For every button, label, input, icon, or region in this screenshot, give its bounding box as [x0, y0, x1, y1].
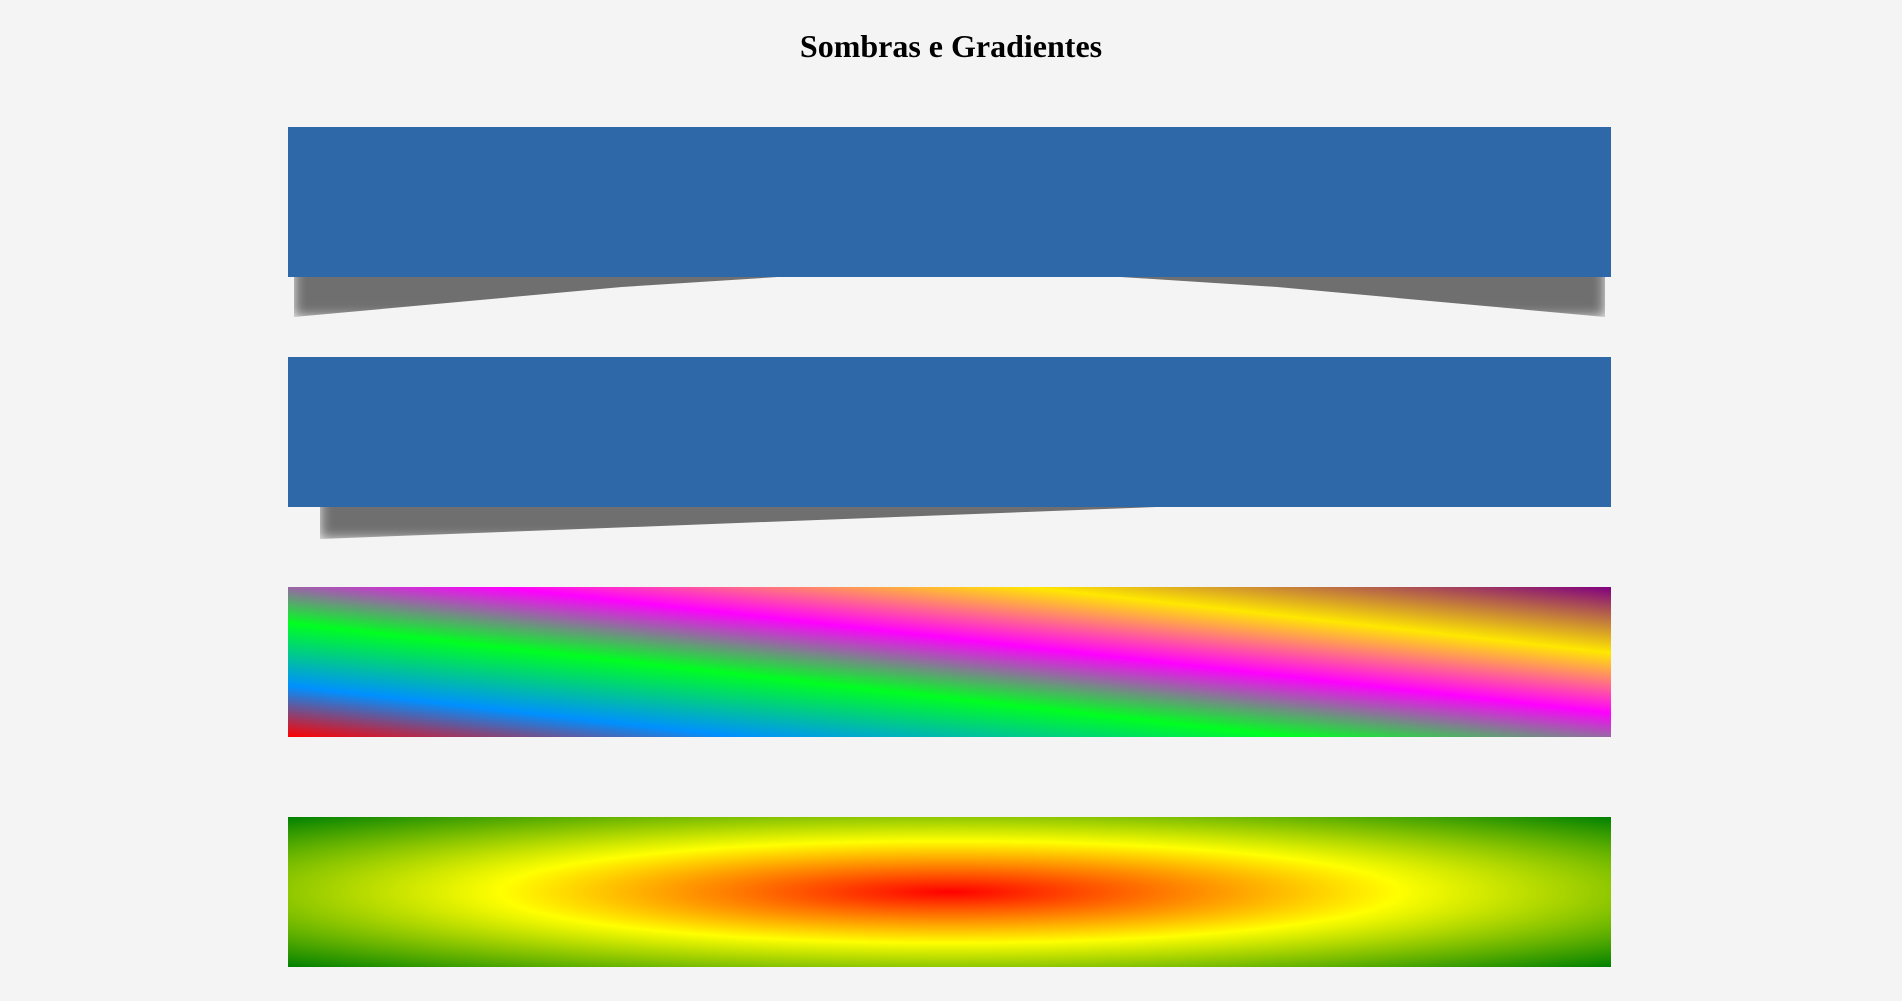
slanted-shadow-box	[288, 357, 1611, 539]
page-title: Sombras e Gradientes	[799, 28, 1103, 64]
linear-gradient-box	[288, 587, 1611, 737]
blue-panel	[288, 357, 1611, 507]
blue-panel	[288, 127, 1611, 277]
radial-gradient-box	[288, 817, 1611, 967]
curved-shadow-box	[288, 127, 1611, 317]
